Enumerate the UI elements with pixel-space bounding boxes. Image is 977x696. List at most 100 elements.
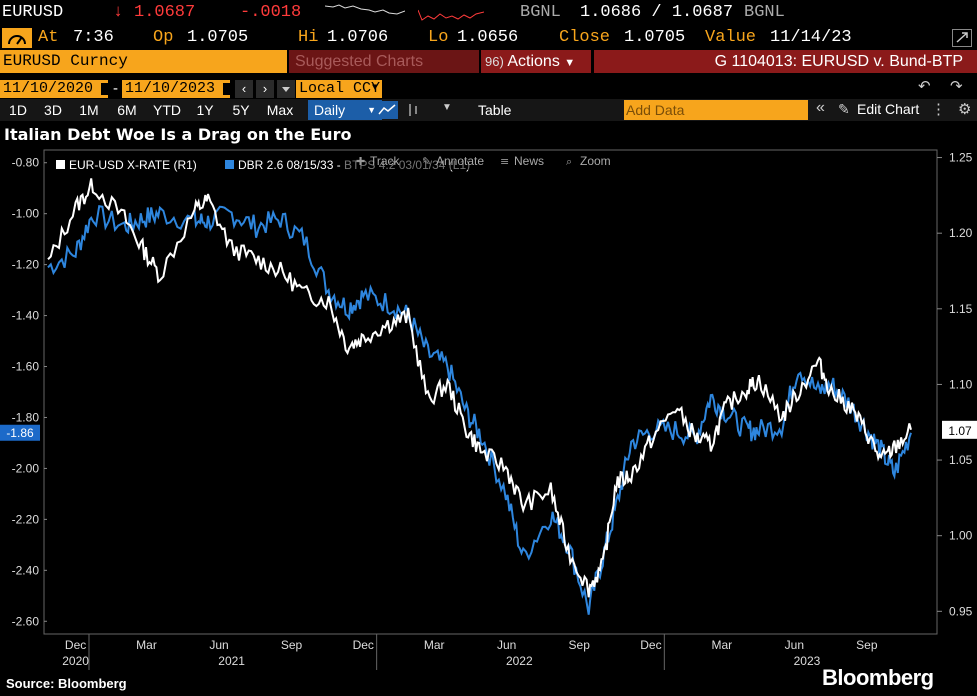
undo-icon[interactable]: ↶	[918, 78, 931, 95]
right-tick-label: 1.20	[949, 226, 973, 240]
source-note: Source: Bloomberg	[6, 676, 127, 691]
x-year-label: 2021	[218, 654, 245, 668]
chevron-down-icon: ▼	[371, 83, 378, 94]
calendar-icon[interactable]	[101, 83, 108, 95]
left-tick-label: -2.40	[12, 563, 40, 577]
right-tick-label: 1.05	[949, 453, 973, 467]
open-label: Op	[153, 28, 174, 47]
date-dash: -	[113, 80, 118, 97]
left-current-tag	[0, 424, 40, 441]
edit-chart-button[interactable]: Edit Chart	[857, 101, 920, 117]
price-change: -.0018	[240, 3, 302, 22]
gear-icon[interactable]: ⚙	[958, 101, 972, 118]
close-label: Close	[559, 28, 611, 47]
low-value: 1.0656	[457, 28, 519, 47]
x-month-label: Jun	[785, 638, 804, 652]
x-month-label: Dec	[640, 638, 661, 652]
prev-period-icon[interactable]: ‹	[235, 80, 253, 98]
date-bar: 11/10/2020 - 11/10/2023 ‹ › Local CCY ▼	[0, 78, 977, 100]
last-price: 1.0687	[134, 3, 196, 22]
collapse-icon[interactable]: «	[816, 99, 825, 116]
zoom-tool[interactable]: Zoom	[580, 154, 611, 168]
x-month-label: Mar	[712, 638, 733, 652]
pencil-icon[interactable]: ✎	[838, 101, 850, 117]
news-icon[interactable]: ≡	[500, 155, 509, 168]
open-value: 1.0705	[187, 28, 249, 47]
chart-id: G 1104013: EURUSD v. Bund-BTP	[594, 50, 977, 73]
actions-label: Actions	[507, 53, 560, 70]
high-label: Hi	[298, 28, 319, 47]
x-month-label: Jun	[209, 638, 228, 652]
range-button-1d[interactable]: 1D	[9, 102, 27, 118]
gauge-icon[interactable]	[2, 28, 32, 48]
suggested-charts-button[interactable]: Suggested Charts	[289, 50, 479, 73]
series-line-eurusd	[47, 178, 912, 598]
range-button-1y[interactable]: 1Y	[196, 102, 214, 118]
actions-menu[interactable]: 96) Actions ▼	[481, 50, 591, 73]
expand-icon[interactable]	[952, 29, 972, 47]
range-button-5y[interactable]: 5Y	[232, 102, 250, 118]
x-month-label: Sep	[856, 638, 878, 652]
high-value: 1.0706	[327, 28, 389, 47]
left-tick-label: -0.80	[12, 156, 40, 170]
left-tick-label: -1.60	[12, 360, 40, 374]
right-tick-label: 1.00	[949, 529, 973, 543]
end-date-input[interactable]: 11/10/2023	[122, 80, 230, 98]
chevron-down-icon: ▼	[564, 57, 576, 69]
plot-area	[43, 149, 938, 635]
track-icon[interactable]: ✚	[356, 155, 365, 168]
x-month-label: Jun	[497, 638, 516, 652]
x-month-label: Dec	[65, 638, 86, 652]
left-current-value: -1.86	[6, 426, 34, 440]
right-tick-label: 1.25	[949, 151, 973, 165]
bloomberg-logo: Bloomberg	[822, 665, 934, 690]
x-month-label: Sep	[569, 638, 591, 652]
x-month-label: Sep	[281, 638, 303, 652]
drag-handle-icon[interactable]: ⋮	[931, 101, 946, 118]
x-year-label: 2023	[794, 654, 821, 668]
start-date-input[interactable]: 11/10/2020	[0, 80, 108, 98]
x-month-label: Mar	[136, 638, 157, 652]
range-button-1m[interactable]: 1M	[79, 102, 99, 118]
chevron-down-icon[interactable]: ▼	[442, 102, 452, 113]
calendar-icon[interactable]	[223, 83, 230, 95]
range-button-6m[interactable]: 6M	[117, 102, 137, 118]
more-icon[interactable]	[277, 80, 295, 98]
annotate-tool[interactable]: Annotate	[436, 154, 484, 168]
table-button[interactable]: Table	[478, 102, 512, 118]
down-arrow-icon: ↓	[113, 3, 124, 22]
sparkline-daily-icon	[418, 9, 484, 21]
next-period-icon[interactable]: ›	[256, 80, 274, 98]
right-current-value: 1.07	[948, 424, 972, 438]
line-chart[interactable]: -0.80 -1.00 -1.20 -1.40 -1.60 -1.80 -2.00 -2.20…	[0, 148, 977, 676]
sparkline-intraday-icon	[325, 4, 405, 15]
x-month-label: Mar	[424, 638, 445, 652]
range-button-ytd[interactable]: YTD	[153, 102, 181, 118]
currency-select[interactable]: Local CCY ▼	[296, 80, 382, 98]
toolbar: 1D 3D 1M 6M YTD 1Y 5Y Max Daily ▼ ▼ Table Add D…	[0, 78, 977, 121]
annotate-icon[interactable]: ✎	[422, 155, 431, 168]
security-field[interactable]: EURUSD Curncy	[0, 50, 287, 73]
left-tick-label: -1.20	[12, 258, 40, 272]
time-label: At	[38, 28, 59, 47]
value-date: 11/14/23	[770, 28, 852, 47]
x-month-label: Dec	[353, 638, 374, 652]
bid-ask: 1.0686 / 1.0687	[580, 3, 734, 22]
news-tool[interactable]: News	[514, 154, 544, 168]
track-tool[interactable]: Track	[370, 154, 401, 168]
range-button-max[interactable]: Max	[266, 102, 294, 118]
ticker-symbol[interactable]: EURUSD	[2, 3, 64, 22]
legend-series1[interactable]: EUR-USD X-RATE (R1)	[69, 158, 197, 172]
right-current-tag	[942, 420, 977, 439]
add-data-input[interactable]: Add Data	[624, 100, 808, 120]
left-tick-label: -2.20	[12, 512, 40, 526]
range-button-3d[interactable]: 3D	[44, 102, 62, 118]
chevron-down-icon: ▼	[367, 105, 376, 115]
line-chart-icon[interactable]	[376, 101, 398, 119]
right-tick-label: 1.10	[949, 377, 973, 391]
zoom-icon[interactable]: ⌕	[566, 155, 572, 168]
redo-icon[interactable]: ↷	[950, 78, 963, 95]
bar-chart-icon[interactable]	[403, 101, 423, 119]
x-year-label: 2020	[62, 654, 89, 668]
frequency-select[interactable]: Daily ▼	[308, 100, 382, 120]
